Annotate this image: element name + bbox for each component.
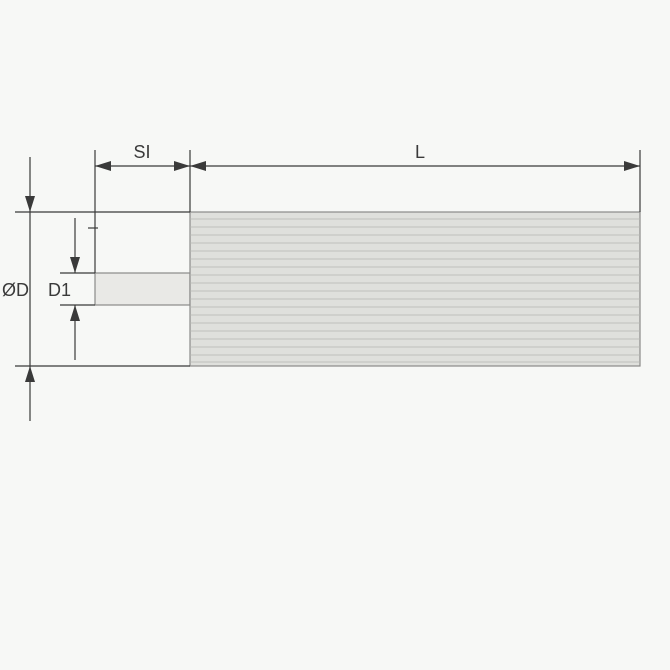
dimension-SI: SI bbox=[95, 142, 190, 273]
dimension-D1: D1 bbox=[48, 218, 98, 360]
label-D: ØD bbox=[2, 280, 29, 300]
label-L: L bbox=[415, 142, 425, 162]
label-SI: SI bbox=[133, 142, 150, 162]
shaft-stub bbox=[95, 273, 190, 305]
label-D1: D1 bbox=[48, 280, 71, 300]
dimension-L: L bbox=[190, 142, 640, 212]
technical-drawing: L SI D1 ØD bbox=[0, 0, 670, 670]
